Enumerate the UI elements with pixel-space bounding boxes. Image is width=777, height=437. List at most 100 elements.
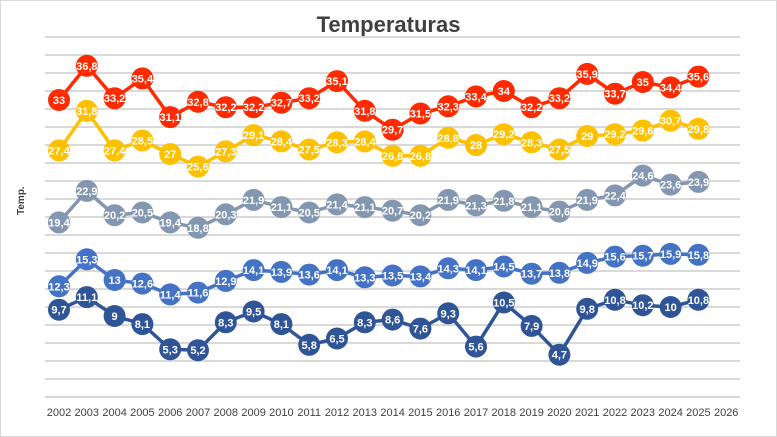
data-point [492,291,515,314]
data-label: 29,7 [382,125,403,137]
data-label: 13 [108,275,120,287]
data-label: 35,4 [132,73,154,85]
data-label: 21,9 [576,195,597,207]
data-point [520,262,543,285]
data-label: 14,3 [437,263,458,275]
data-point [409,102,432,125]
data-label: 27,3 [215,146,236,158]
data-label: 27,5 [298,145,319,157]
data-label: 4,7 [552,350,567,362]
data-point [75,248,98,271]
data-label: 12,3 [48,281,69,293]
data-point [492,123,515,146]
data-point [353,196,376,219]
data-point [465,85,487,108]
data-point [604,82,626,105]
x-tick-label: 2015 [408,407,432,419]
data-label: 21,1 [521,202,542,214]
data-point [48,89,70,111]
data-label: 18,8 [187,223,208,235]
data-label: 28,3 [326,137,347,149]
data-point [604,123,626,146]
data-label: 33 [53,95,65,107]
data-label: 27 [164,149,176,161]
data-point [576,62,599,85]
data-point [187,281,209,304]
x-tick-label: 2005 [130,407,154,419]
x-tick-label: 2014 [380,407,404,419]
data-label: 14,9 [576,258,597,270]
data-label: 10,8 [688,295,709,307]
data-label: 35,9 [576,69,597,81]
data-point [187,90,209,113]
data-point [214,203,237,226]
x-tick-label: 2011 [297,407,321,419]
data-point [242,124,265,147]
data-point [409,204,432,227]
data-point [576,251,599,274]
data-point [270,313,293,336]
data-label: 14,1 [243,265,264,277]
series-line-0 [57,63,700,132]
data-label: 10,8 [604,295,625,307]
data-label: 30,7 [660,116,681,128]
data-point [520,314,543,337]
data-point [159,211,182,234]
data-label: 27,5 [549,145,570,157]
data-point [270,196,293,219]
data-point [159,338,182,361]
data-label: 14,1 [465,265,486,277]
data-label: 33,2 [298,93,319,105]
data-point [242,259,265,282]
x-tick-label: 2006 [158,407,182,419]
data-label: 33,7 [604,89,625,101]
data-point [409,144,432,167]
data-label: 26,8 [410,151,431,163]
data-label: 7,9 [524,321,539,333]
x-tick-label: 2026 [714,407,738,419]
data-point [48,211,70,234]
data-label: 13,9 [271,267,292,279]
data-point [520,96,543,119]
data-point [326,70,348,93]
x-tick-label: 2021 [575,407,599,419]
data-label: 35,1 [326,76,347,88]
data-point [326,193,348,216]
data-label: 32,2 [521,102,542,114]
data-label: 14,1 [326,265,347,277]
data-label: 9,8 [580,304,595,316]
data-label: 20,2 [410,210,431,222]
data-label: 8,3 [357,317,372,329]
data-label: 35 [637,77,649,89]
data-label: 29,8 [688,124,709,136]
data-point [214,140,237,163]
data-point [159,143,182,165]
data-point [381,199,404,222]
data-point [75,286,98,309]
data-label: 21,8 [493,196,514,208]
data-point [187,339,209,362]
x-tick-label: 2022 [603,407,627,419]
data-point [465,259,487,282]
data-label: 8,1 [274,319,289,331]
data-label: 27,4 [104,145,126,157]
data-label: 29,1 [243,130,264,142]
data-label: 14,5 [493,262,514,274]
data-point [631,244,654,267]
data-point [270,91,293,114]
data-label: 11,4 [160,289,182,301]
data-point [631,71,654,93]
data-point [437,257,460,280]
x-tick-label: 2013 [353,407,377,419]
data-label: 35,6 [688,72,709,84]
data-point [103,305,126,327]
data-label: 32,2 [243,102,264,114]
data-point [548,261,571,284]
data-point [520,131,543,154]
data-label: 19,4 [159,217,181,229]
data-point [492,80,515,102]
data-label: 21,1 [271,202,292,214]
data-point [326,131,348,154]
data-label: 10 [664,302,676,314]
